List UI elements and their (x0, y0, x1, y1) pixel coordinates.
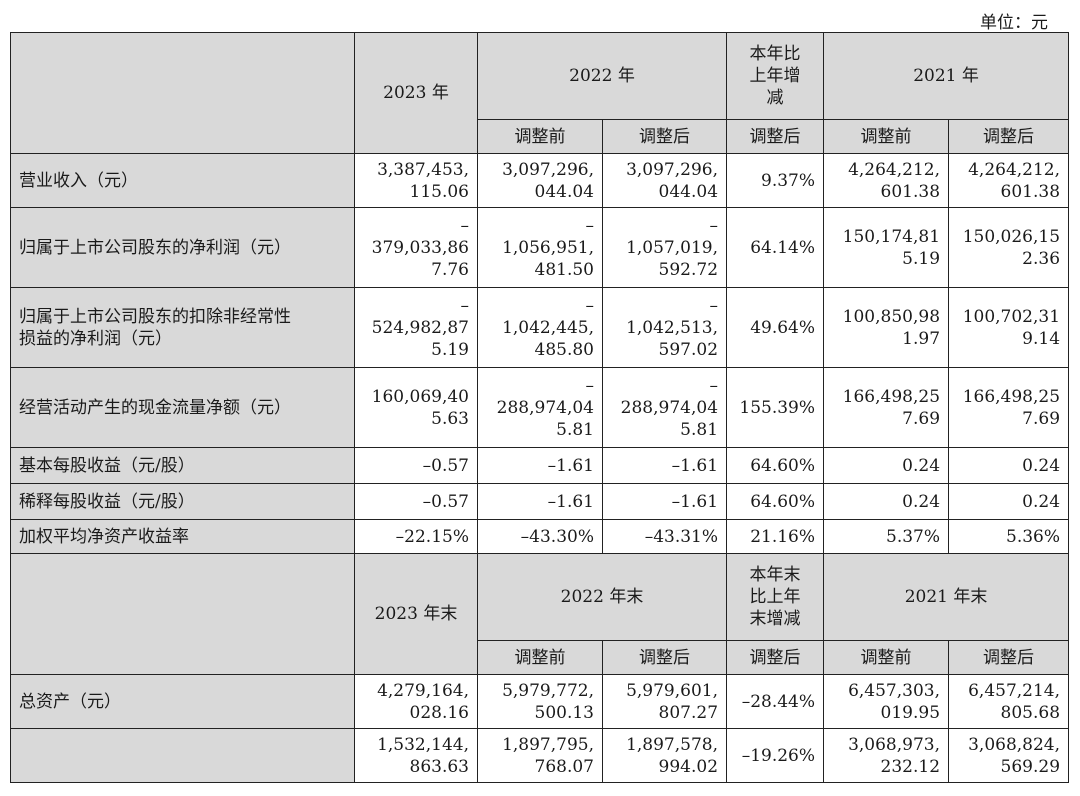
cell: 100,702,31 9.14 (948, 287, 1070, 368)
row-label: 加权平均净资产收益率 (10, 519, 355, 554)
cell: 6,457,214, 805.68 (948, 674, 1070, 729)
cell: 21.16% (726, 519, 825, 554)
header-change: 本年比 上年增 减 (726, 32, 825, 120)
cell: – 288,974,04 5.81 (477, 367, 603, 448)
row-label: 总资产（元） (10, 674, 355, 729)
cell: 3,097,296, 044.04 (477, 153, 603, 208)
cell: 49.64% (726, 287, 825, 368)
subheader: 调整后 (948, 640, 1070, 675)
subheader: 调整前 (477, 640, 603, 675)
cell: 64.60% (726, 447, 825, 484)
table-row: 总资产（元） 4,279,164, 028.16 5,979,772, 500.… (10, 674, 1070, 729)
cell: – 524,982,87 5.19 (354, 287, 478, 368)
row-label: 营业收入（元） (10, 153, 355, 208)
cell: 1,897,578, 994.02 (601, 728, 728, 783)
cell: – 1,057,019, 592.72 (601, 207, 728, 288)
cell: –43.30% (477, 519, 603, 554)
cell: 166,498,25 7.69 (823, 367, 950, 448)
header-2022: 2022 年 (476, 32, 728, 120)
cell: – 288,974,04 5.81 (601, 367, 728, 448)
table-row: 基本每股收益（元/股） –0.57 –1.61 –1.61 64.60% 0.2… (10, 447, 1070, 484)
unit-label: 单位：元 (980, 13, 1048, 33)
cell: –43.31% (601, 519, 728, 554)
row-label: 稀释每股收益（元/股） (10, 483, 355, 520)
subheader: 调整前 (823, 119, 950, 154)
cell: 166,498,25 7.69 (948, 367, 1070, 448)
row-label: 基本每股收益（元/股） (10, 447, 355, 484)
cell: –1.61 (477, 447, 603, 484)
subheader: 调整前 (477, 119, 603, 154)
header-2021-end: 2021 年末 (823, 553, 1070, 641)
cell: 64.60% (726, 483, 825, 520)
row-label: 归属于上市公司股东的扣除非经常性 损益的净利润（元） (10, 287, 355, 368)
table-row: 归属于上市公司股东的扣除非经常性 损益的净利润（元） – 524,982,87 … (10, 287, 1070, 368)
header-2022-end: 2022 年末 (476, 553, 728, 641)
row-label: 归属于上市公司股东的净利润（元） (10, 207, 355, 288)
cell: 3,387,453, 115.06 (354, 153, 478, 208)
cell: 4,264,212, 601.38 (948, 153, 1070, 208)
row-label: 经营活动产生的现金流量净额（元） (10, 367, 355, 448)
section1-subheader-row: 调整前 调整后 调整后 调整前 调整后 (11, 119, 1070, 154)
cell: – 1,042,445, 485.80 (477, 287, 603, 368)
table-row: 经营活动产生的现金流量净额（元） 160,069,40 5.63 – 288,9… (10, 367, 1070, 448)
cell: –1.61 (601, 447, 728, 484)
subheader: 调整后 (601, 640, 728, 675)
cell: 1,532,144, 863.63 (354, 728, 478, 783)
subheader: 调整后 (726, 119, 825, 154)
cell: 3,068,973, 232.12 (823, 728, 950, 783)
cell: – 379,033,86 7.76 (354, 207, 478, 288)
cell: 1,897,795, 768.07 (477, 728, 603, 783)
cell: – 1,042,513, 597.02 (601, 287, 728, 368)
cell: – 1,056,951, 481.50 (477, 207, 603, 288)
subheader: 调整前 (823, 640, 950, 675)
cell: 6,457,303, 019.95 (823, 674, 950, 729)
cell: 5.37% (823, 519, 950, 554)
cell: 5,979,772, 500.13 (477, 674, 603, 729)
subheader: 调整后 (726, 640, 825, 675)
cell: 64.14% (726, 207, 825, 288)
subheader: 调整后 (601, 119, 728, 154)
cell: 5,979,601, 807.27 (601, 674, 728, 729)
cell: 100,850,98 1.97 (823, 287, 950, 368)
table-row: 营业收入（元） 3,387,453, 115.06 3,097,296, 044… (10, 153, 1070, 208)
cell: –22.15% (354, 519, 478, 554)
header-2023: 2023 年 (354, 32, 478, 154)
cell: 0.24 (948, 483, 1070, 520)
header-corner (10, 553, 355, 675)
row-label (10, 728, 355, 783)
cell: 4,279,164, 028.16 (354, 674, 478, 729)
header-2023-end: 2023 年末 (354, 553, 478, 675)
subheader: 调整后 (948, 119, 1070, 154)
header-2021: 2021 年 (823, 32, 1070, 120)
cell: –1.61 (601, 483, 728, 520)
table-row: 加权平均净资产收益率 –22.15% –43.30% –43.31% 21.16… (10, 519, 1070, 554)
cell: 0.24 (823, 483, 950, 520)
cell: 3,068,824, 569.29 (948, 728, 1070, 783)
section1-header-row: 2023 年 2022 年 本年比 上年增 减 2021 年 (10, 32, 1070, 154)
cell: –19.26% (726, 728, 825, 783)
cell: –28.44% (726, 674, 825, 729)
table-row: 稀释每股收益（元/股） –0.57 –1.61 –1.61 64.60% 0.2… (10, 483, 1070, 520)
cell: 0.24 (948, 447, 1070, 484)
cell: 4,264,212, 601.38 (823, 153, 950, 208)
cell: 9.37% (726, 153, 825, 208)
table-row: 1,532,144, 863.63 1,897,795, 768.07 1,89… (10, 728, 1070, 783)
cell: –1.61 (477, 483, 603, 520)
cell: 160,069,40 5.63 (354, 367, 478, 448)
cell: 0.24 (823, 447, 950, 484)
cell: –0.57 (354, 447, 478, 484)
cell: 5.36% (948, 519, 1070, 554)
header-corner (10, 32, 355, 154)
cell: –0.57 (354, 483, 478, 520)
cell: 150,026,15 2.36 (948, 207, 1070, 288)
cell: 3,097,296, 044.04 (601, 153, 728, 208)
financial-table: 2023 年 2022 年 本年比 上年增 减 2021 年 调整前 调整后 调… (10, 32, 1070, 783)
section2-subheader-row: 调整前 调整后 调整后 调整前 调整后 (11, 640, 1070, 675)
table-row: 归属于上市公司股东的净利润（元） – 379,033,86 7.76 – 1,0… (10, 207, 1070, 288)
header-change-end: 本年末 比上年 末增减 (726, 553, 825, 641)
cell: 150,174,81 5.19 (823, 207, 950, 288)
cell: 155.39% (726, 367, 825, 448)
section2-header-row: 2023 年末 2022 年末 本年末 比上年 末增减 2021 年末 (10, 553, 1070, 675)
